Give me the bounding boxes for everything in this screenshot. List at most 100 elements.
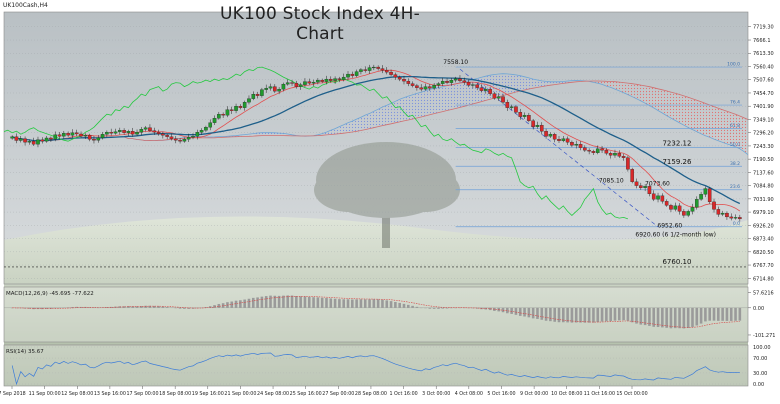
candle-body — [19, 139, 22, 141]
candle-body — [458, 79, 461, 81]
macd-histogram-bar — [571, 308, 574, 323]
candle-body — [484, 89, 487, 91]
candle-body — [398, 77, 401, 79]
time-tick-label: 10 Oct 08:00 — [551, 391, 582, 397]
candle-body — [652, 194, 655, 200]
macd-histogram-bar — [627, 308, 630, 321]
macd-histogram-bar — [390, 301, 393, 308]
macd-histogram-bar — [256, 297, 259, 307]
price-tick-label: 7137.60 — [753, 170, 774, 176]
price-tick-label: 6873.40 — [753, 237, 774, 243]
macd-histogram-bar — [394, 302, 397, 308]
candle-body — [708, 189, 711, 202]
candle-body — [648, 186, 651, 194]
price-tick-label: 6926.20 — [753, 223, 774, 229]
candle-body — [540, 125, 543, 131]
candle-body — [717, 209, 720, 214]
candle-body — [303, 82, 306, 85]
macd-histogram-bar — [665, 308, 668, 328]
candle-body — [381, 69, 384, 71]
macd-histogram-bar — [519, 308, 522, 316]
candle-body — [110, 132, 113, 133]
macd-histogram-bar — [730, 308, 733, 321]
macd-histogram-bar — [385, 300, 388, 307]
macd-histogram-bar — [261, 297, 264, 308]
candle-body — [471, 85, 474, 86]
candle-body — [273, 87, 276, 92]
macd-histogram-bar — [601, 308, 604, 322]
candle-body — [295, 83, 298, 87]
candle-body — [127, 131, 130, 133]
macd-histogram-bar — [282, 296, 285, 308]
price-tick-label: 7349.10 — [753, 117, 774, 123]
macd-label: MACD(12,26,9) -45.695 -77.622 — [6, 291, 94, 297]
candle-body — [209, 123, 212, 128]
macd-histogram-bar — [446, 308, 449, 309]
candle-body — [519, 112, 522, 117]
candle-body — [32, 141, 35, 144]
candle-body — [338, 79, 341, 80]
time-tick-label: 19 Sep 16:00 — [192, 391, 224, 397]
candle-body — [11, 137, 14, 139]
candle-body — [256, 94, 259, 96]
time-tick-label: 15 Oct 00:00 — [616, 391, 647, 397]
candle-body — [355, 72, 358, 76]
macd-histogram-bar — [218, 304, 221, 308]
price-annotation: 7232.12 — [662, 140, 691, 148]
candle-body — [532, 121, 535, 127]
fib-level-label: 0.0 — [733, 221, 740, 227]
candle-body — [364, 70, 367, 71]
macd-histogram-bar — [407, 305, 410, 308]
time-tick-label: 13 Sep 16:00 — [94, 391, 126, 397]
candle-body — [497, 97, 500, 99]
candle-body — [596, 149, 599, 153]
candle-body — [536, 125, 539, 127]
macd-histogram-bar — [700, 308, 703, 324]
macd-histogram-bar — [674, 308, 677, 328]
rsi-tick-label: 100.00 — [753, 345, 771, 351]
candle-body — [88, 135, 91, 139]
chart-title: UK100 Stock Index 4H-Chart — [200, 4, 440, 44]
candle-body — [424, 87, 427, 90]
macd-histogram-bar — [368, 299, 371, 308]
candle-body — [725, 213, 728, 217]
candle-body — [411, 84, 414, 86]
price-tick-label: 6714.80 — [753, 276, 774, 282]
candle-body — [372, 67, 375, 68]
candle-body — [428, 87, 431, 89]
candle-body — [49, 138, 52, 139]
macd-histogram-bar — [657, 308, 660, 327]
candle-body — [618, 153, 621, 156]
macd-histogram-bar — [614, 308, 617, 321]
candle-body — [79, 134, 82, 136]
candle-body — [312, 82, 315, 83]
macd-histogram-bar — [299, 296, 302, 307]
candle-body — [609, 153, 612, 155]
price-axis: 7719.307666.17613.307560.407507.607454.7… — [748, 25, 774, 283]
candle-body — [454, 79, 457, 81]
candle-body — [131, 131, 134, 134]
price-annotation: 6920.60 (6 1/2-month low) — [635, 232, 716, 239]
candle-body — [316, 80, 319, 82]
candle-body — [600, 149, 603, 151]
candle-body — [41, 140, 44, 142]
macd-histogram-bar — [162, 307, 165, 308]
candle-body — [178, 140, 181, 141]
candle-body — [174, 139, 177, 141]
candle-body — [656, 196, 659, 200]
candle-body — [161, 134, 164, 136]
candle-body — [738, 217, 741, 219]
candle-body — [200, 130, 203, 132]
time-tick-label: 12 Sep 08:00 — [61, 391, 93, 397]
candle-body — [488, 89, 491, 94]
time-tick-label: 25 Sep 16:00 — [290, 391, 322, 397]
candle-body — [420, 88, 423, 90]
symbol-label: UK100Cash,H4 — [3, 2, 48, 9]
candle-body — [407, 81, 410, 84]
candle-body — [71, 133, 74, 136]
macd-histogram-bar — [248, 299, 251, 308]
macd-histogram-bar — [429, 308, 432, 309]
candle-body — [269, 87, 272, 89]
candle-body — [226, 110, 229, 116]
